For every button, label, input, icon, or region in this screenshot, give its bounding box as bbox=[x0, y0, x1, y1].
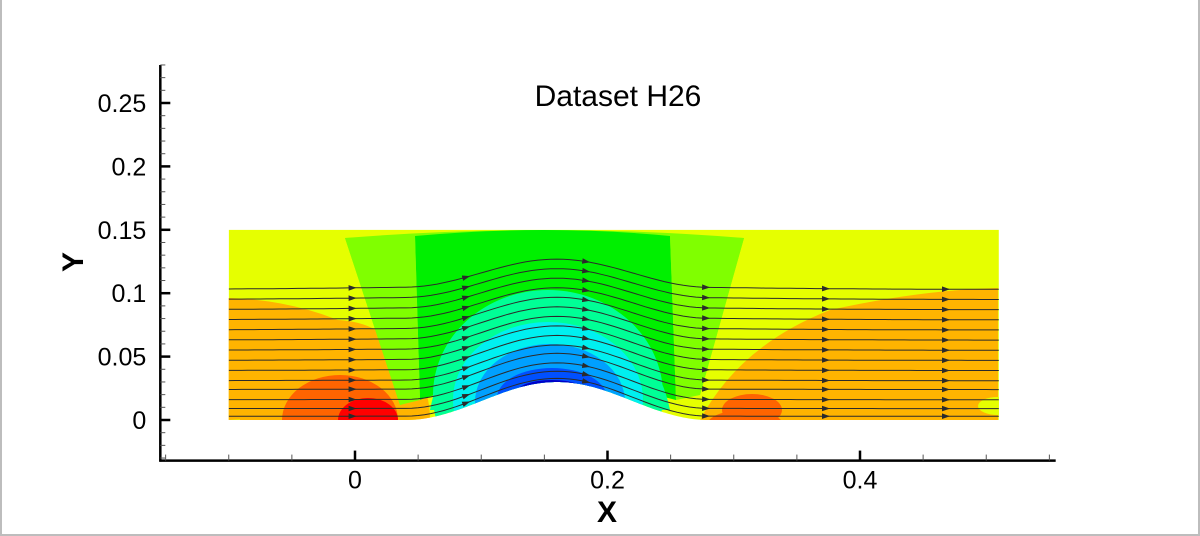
streamline-arrow-icon bbox=[461, 366, 471, 372]
chart-title: Dataset H26 bbox=[535, 80, 702, 113]
y-tick-label: 0.25 bbox=[98, 90, 147, 118]
streamline-arrow-icon bbox=[461, 295, 471, 302]
streamline bbox=[228, 362, 999, 401]
streamline bbox=[228, 287, 999, 321]
x-tick-label: 0 bbox=[348, 467, 362, 495]
streamline-arrow-icon bbox=[461, 385, 471, 391]
streamline-arrow-icon bbox=[581, 306, 591, 312]
streamline-arrow-icon bbox=[461, 275, 471, 281]
y-tick-label: 0.2 bbox=[112, 153, 147, 181]
streamline-arrow-icon bbox=[581, 287, 591, 293]
streamline-arrow-icon bbox=[461, 356, 471, 362]
streamline bbox=[228, 277, 999, 311]
y-tick-label: 0.15 bbox=[98, 217, 147, 245]
streamline-arrow-icon bbox=[581, 370, 591, 377]
streamline-arrow-icon bbox=[461, 285, 471, 291]
streamline-arrow-icon bbox=[581, 378, 591, 384]
streamline-arrow-icon bbox=[581, 296, 591, 303]
streamline bbox=[228, 315, 999, 351]
streamline-arrow-icon bbox=[581, 352, 591, 359]
streamline bbox=[228, 325, 999, 361]
streamline bbox=[228, 268, 999, 300]
streamline-arrow-icon bbox=[461, 305, 471, 312]
streamline bbox=[228, 344, 999, 382]
streamline bbox=[228, 258, 999, 290]
streamline bbox=[228, 306, 999, 341]
x-tick-label: 0.4 bbox=[843, 467, 878, 495]
y-tick-label: 0.1 bbox=[112, 280, 147, 308]
streamline-arrow-icon bbox=[581, 362, 591, 369]
x-axis-ticks: 0 0.2 0.4 bbox=[165, 450, 1050, 495]
streamline-arrow-icon bbox=[461, 325, 471, 332]
axes: 0 0.05 0.1 0.15 0.2 0.25 0 0.2 0.4 bbox=[98, 64, 1056, 495]
y-tick-label: 0.05 bbox=[98, 344, 147, 372]
streamline bbox=[228, 352, 999, 391]
streamline bbox=[228, 334, 999, 371]
streamline-arrow-icon bbox=[581, 315, 591, 322]
y-axis-title: Y bbox=[57, 252, 90, 272]
streamline-arrow-icon bbox=[461, 346, 471, 352]
streamline-arrow-icon bbox=[581, 258, 591, 264]
streamline bbox=[228, 377, 999, 417]
streamline-arrow-icon bbox=[461, 401, 471, 407]
streamline-arrow-icon bbox=[581, 267, 591, 274]
streamline-arrow-icon bbox=[581, 277, 591, 283]
streamline bbox=[228, 370, 999, 410]
y-tick-label: 0 bbox=[132, 407, 146, 435]
y-axis-ticks: 0 0.05 0.1 0.15 0.2 0.25 bbox=[98, 64, 171, 459]
x-tick-label: 0.2 bbox=[590, 467, 625, 495]
streamline-arrow-icon bbox=[461, 315, 471, 322]
streamline bbox=[228, 296, 999, 331]
streamline-arrow-icon bbox=[461, 336, 471, 342]
streamline-arrow-icon bbox=[581, 344, 591, 351]
streamline-arrow-icon bbox=[461, 394, 471, 400]
streamline-arrow-icon bbox=[581, 325, 591, 331]
streamline-layer bbox=[228, 258, 999, 419]
streamline-arrow-icon bbox=[581, 334, 591, 341]
streamline-arrow-icon bbox=[461, 375, 471, 381]
x-axis-title: X bbox=[597, 496, 617, 529]
